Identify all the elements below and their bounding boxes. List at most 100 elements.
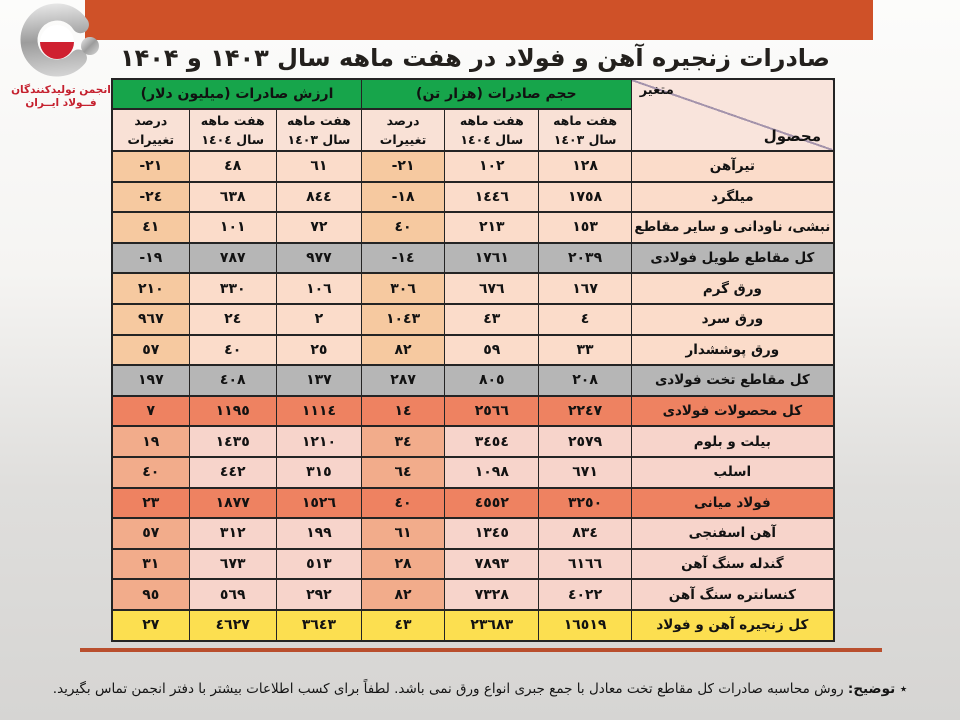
product-cell: آهن اسفنجی — [630, 517, 835, 550]
table-row: کل مقاطع طویل فولادی ٢٠٣٩ ١٧٦١ -١٤ ٩٧٧ ٧٨٧ -١٩ — [111, 241, 835, 275]
value-1403-cell: ١٥٢٦ — [275, 486, 363, 520]
value-pct-cell: ٥٧ — [111, 517, 190, 550]
volume-1403-cell: ٣٣ — [538, 333, 632, 367]
value-pct-cell: ٢٧ — [111, 608, 190, 642]
corner-product-label: محصول — [763, 127, 821, 145]
value-1404-cell: ٧٨٧ — [188, 241, 277, 275]
volume-1404-cell: ١٠٩٨ — [444, 455, 540, 489]
value-1403-cell: ١٩٩ — [275, 517, 363, 550]
volume-1403-cell: ١٥٣ — [538, 211, 632, 244]
value-1404-cell: ١٠١ — [188, 211, 277, 244]
volume-pct-cell: ٦١ — [360, 517, 446, 550]
value-group-header: ارزش صادرات (میلیون دلار) — [111, 78, 362, 110]
volume-pct-cell: ٣٤ — [360, 425, 446, 458]
value-1404-cell: ٤٦٢٧ — [188, 608, 277, 642]
volume-1404-cell: ٢٣٦٨٣ — [444, 608, 540, 642]
volume-1404-cell: ٢٥٦٦ — [444, 394, 540, 428]
volume-1403-cell: ٢٠٨ — [538, 364, 632, 397]
value-1403-cell: ٢٥ — [275, 333, 363, 367]
table-body: تیرآهن ١٢٨ ١٠٢ -٢١ ٦١ ٤٨ -٢١ میلگرد ١٧٥٨ ١٤٤٦ -١٨ ٨… — [111, 150, 835, 642]
value-pct-cell: ٩٦٧ — [111, 302, 190, 336]
volume-1403-cell: ٦٧١ — [538, 455, 632, 489]
table-row: کل مقاطع تخت فولادی ٢٠٨ ٨٠٥ ٢٨٧ ١٣٧ ٤٠٨ ١٩٧ — [111, 364, 835, 397]
divider-line — [80, 648, 882, 652]
volume-1403-cell: ١٦٧ — [538, 272, 632, 305]
volume-1404-header: هفت ماهه سال ١٤٠٤ — [444, 108, 540, 152]
product-cell: اسلب — [630, 455, 835, 489]
value-1404-cell: ٤٨ — [188, 150, 277, 183]
product-cell: تیرآهن — [630, 150, 835, 183]
volume-pct-cell: ٣٠٦ — [360, 272, 446, 305]
volume-1404-cell: ٦٧٦ — [444, 272, 540, 305]
product-cell: ورق گرم — [630, 272, 835, 305]
volume-1404-cell: ٢١٣ — [444, 211, 540, 244]
table-row: کل محصولات فولادی ٢٢٤٧ ٢٥٦٦ ١٤ ١١١٤ ١١٩٥ ٧ — [111, 394, 835, 428]
steel-association-logo-icon — [20, 3, 99, 77]
volume-1404-cell: ٧٣٢٨ — [444, 578, 540, 611]
corner-variable-label: متغیر — [639, 83, 674, 98]
value-pct-cell: ٥٧ — [111, 333, 190, 367]
value-1404-cell: ٤٠٨ — [188, 364, 277, 397]
volume-pct-cell: ٤٣ — [360, 608, 446, 642]
table-row: ورق سرد ٤ ٤٣ ١٠٤٣ ٢ ٢٤ ٩٦٧ — [111, 302, 835, 336]
volume-pct-header: درصد تغییرات — [360, 108, 446, 152]
exports-table: متغیر محصول حجم صادرات (هزار تن) ارزش صا… — [111, 78, 835, 642]
table-row: کنسانتره سنگ آهن ٤٠٢٢ ٧٣٢٨ ٨٢ ٢٩٢ ٥٦٩ ٩٥ — [111, 578, 835, 611]
volume-1403-cell: ٢٥٧٩ — [538, 425, 632, 458]
group-header-row: متغیر محصول حجم صادرات (هزار تن) ارزش صا… — [111, 78, 835, 152]
table-row: آهن اسفنجی ٨٣٤ ١٣٤٥ ٦١ ١٩٩ ٣١٢ ٥٧ — [111, 517, 835, 550]
volume-1403-cell: ٤٠٢٢ — [538, 578, 632, 611]
volume-pct-cell: ٢٨ — [360, 547, 446, 581]
table-row: گندله سنگ آهن ٦١٦٦ ٧٨٩٣ ٢٨ ٥١٣ ٦٧٣ ٣١ — [111, 547, 835, 581]
value-1403-cell: ٨٤٤ — [275, 180, 363, 214]
product-cell: گندله سنگ آهن — [630, 547, 835, 581]
value-1403-cell: ١٣٧ — [275, 364, 363, 397]
volume-1404-cell: ٤٥٥٢ — [444, 486, 540, 520]
volume-1404-cell: ٥٩ — [444, 333, 540, 367]
volume-1403-cell: ٢٠٣٩ — [538, 241, 632, 275]
value-1403-cell: ١١١٤ — [275, 394, 363, 428]
volume-pct-cell: ٢٨٧ — [360, 364, 446, 397]
table-row: میلگرد ١٧٥٨ ١٤٤٦ -١٨ ٨٤٤ ٦٣٨ -٢٤ — [111, 180, 835, 214]
value-1403-cell: ٦١ — [275, 150, 363, 183]
volume-pct-cell: ٨٢ — [360, 578, 446, 611]
value-pct-cell: ١٩٧ — [111, 364, 190, 397]
product-cell: نبشی، ناودانی و سایر مقاطع — [630, 211, 835, 244]
product-cell: کل مقاطع طویل فولادی — [630, 241, 835, 275]
product-cell: بیلت و بلوم — [630, 425, 835, 458]
sub-header-row: هفت ماهه سال ١٤٠٣ هفت ماهه سال ١٤٠٤ درصد… — [111, 108, 834, 152]
product-cell: کل مقاطع تخت فولادی — [630, 364, 835, 397]
value-pct-cell: -٢١ — [111, 150, 190, 183]
volume-1403-cell: ٨٣٤ — [538, 517, 632, 550]
value-1403-cell: ٢٩٢ — [275, 578, 363, 611]
value-1403-cell: ٥١٣ — [275, 547, 363, 581]
volume-1403-cell: ٤ — [538, 302, 632, 336]
value-1404-cell: ٦٧٣ — [188, 547, 277, 581]
volume-group-header: حجم صادرات (هزار تن) — [361, 78, 632, 110]
value-pct-header: درصد تغییرات — [111, 108, 190, 152]
top-orange-bar — [85, 0, 873, 40]
value-1404-cell: ٣١٢ — [188, 517, 277, 550]
product-cell: کنسانتره سنگ آهن — [630, 578, 835, 611]
value-1404-cell: ٣٣٠ — [188, 272, 277, 305]
value-1404-cell: ٤٤٢ — [188, 455, 277, 489]
value-pct-cell: ٩٥ — [111, 578, 190, 611]
volume-1403-cell: ٢٢٤٧ — [538, 394, 632, 428]
volume-pct-cell: -٢١ — [360, 150, 446, 183]
volume-1403-cell: ١٦٥١٩ — [538, 608, 632, 642]
volume-1403-cell: ٦١٦٦ — [538, 547, 632, 581]
value-pct-cell: ٤٠ — [111, 455, 190, 489]
volume-pct-cell: ٤٠ — [360, 486, 446, 520]
table-row: فولاد میانی ٣٢٥٠ ٤٥٥٢ ٤٠ ١٥٢٦ ١٨٧٧ ٢٣ — [111, 486, 835, 520]
logo-org-line1: انجمن تولیدکنندگان — [11, 84, 111, 96]
volume-1404-cell: ١٤٤٦ — [444, 180, 540, 214]
table-row: بیلت و بلوم ٢٥٧٩ ٣٤٥٤ ٣٤ ١٢١٠ ١٤٣٥ ١٩ — [111, 425, 835, 458]
volume-1404-cell: ١٠٢ — [444, 150, 540, 183]
value-1403-header: هفت ماهه سال ١٤٠٣ — [275, 108, 363, 152]
value-pct-cell: ٧ — [111, 394, 190, 428]
table-row: نبشی، ناودانی و سایر مقاطع ١٥٣ ٢١٣ ٤٠ ٧٢ ١٠١ ٤… — [111, 211, 835, 244]
volume-1404-cell: ٤٣ — [444, 302, 540, 336]
volume-pct-cell: ٤٠ — [360, 211, 446, 244]
volume-1403-header: هفت ماهه سال ١٤٠٣ — [538, 108, 632, 152]
volume-1404-cell: ١٧٦١ — [444, 241, 540, 275]
